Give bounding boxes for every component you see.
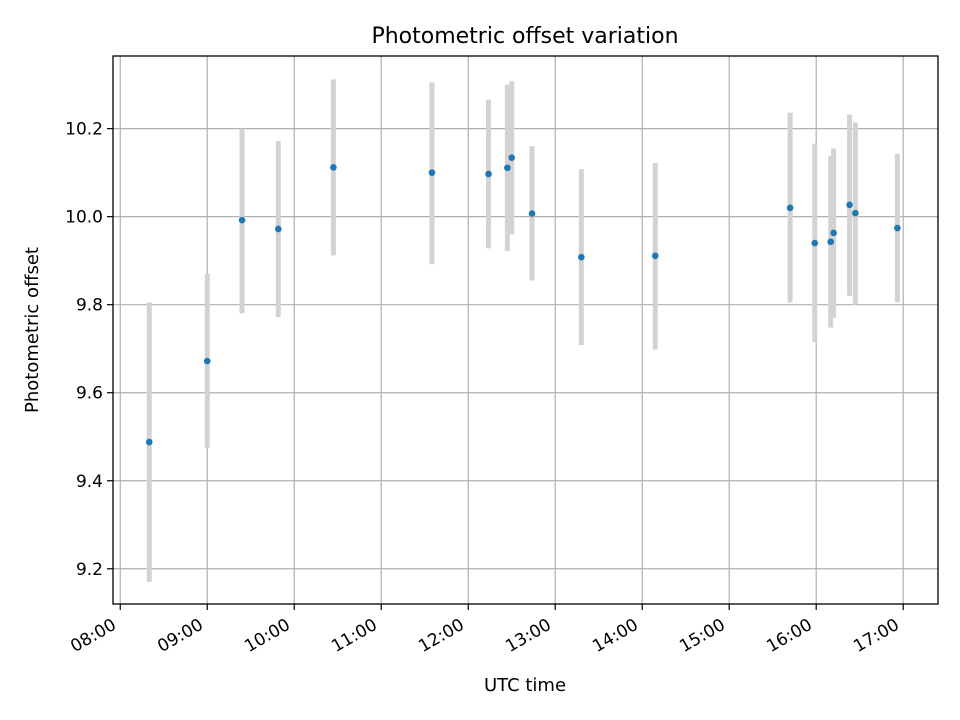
data-point	[508, 154, 516, 161]
data-point	[274, 225, 282, 233]
y-tick-label: 9.6	[76, 384, 103, 404]
data-point	[846, 201, 853, 209]
y-tick-label: 9.2	[76, 560, 103, 580]
data-point	[203, 357, 211, 365]
data-point	[330, 164, 337, 171]
x-axis-label: UTC time	[484, 675, 566, 696]
data-point	[651, 252, 659, 260]
data-point	[894, 224, 901, 232]
data-point	[827, 238, 835, 246]
plot-frame	[112, 55, 939, 605]
y-axis-ticks: 9.2 9.4 9.6 9.8 10.0 10.2	[65, 120, 113, 580]
data-point	[830, 229, 837, 237]
data-point	[786, 204, 794, 212]
data-point	[145, 438, 153, 446]
data-point	[238, 216, 246, 224]
data-point	[811, 239, 819, 247]
y-tick-label: 9.4	[76, 472, 103, 492]
y-tick-label: 9.8	[76, 296, 103, 316]
y-tick-label: 10.2	[65, 120, 103, 140]
data-point	[852, 209, 859, 217]
data-point	[485, 170, 492, 178]
data-point	[528, 210, 536, 217]
data-point	[578, 253, 585, 261]
y-axis-label: Photometric offset	[22, 247, 43, 413]
data-point	[504, 164, 511, 172]
chart-title: Photometric offset variation	[371, 24, 678, 49]
data-point	[428, 169, 436, 176]
data-points	[145, 154, 901, 446]
y-tick-label: 10.0	[65, 208, 103, 228]
